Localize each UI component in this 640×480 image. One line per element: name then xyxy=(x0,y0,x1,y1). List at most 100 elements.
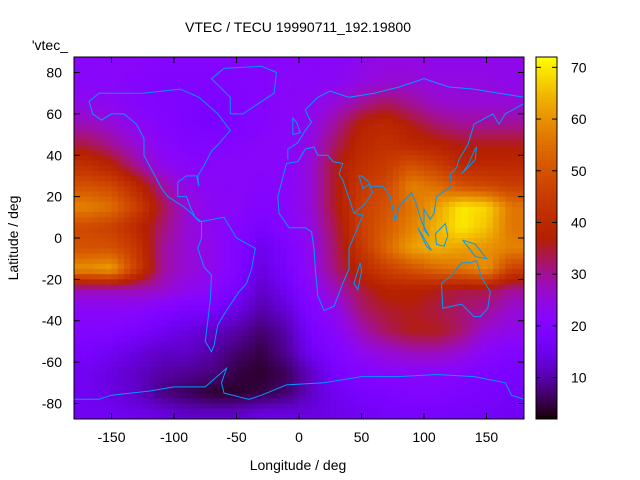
heatmap-cell xyxy=(199,279,206,286)
heatmap-cell xyxy=(405,139,413,146)
heatmap-cell xyxy=(461,82,469,89)
heatmap-cell xyxy=(480,331,488,337)
heatmap-cell xyxy=(292,367,300,374)
heatmap-cell xyxy=(255,134,263,141)
heatmap-cell xyxy=(486,263,494,270)
heatmap-cell xyxy=(161,367,169,374)
heatmap-cell xyxy=(186,331,194,337)
heatmap-cell xyxy=(367,113,375,120)
heatmap-cell xyxy=(405,305,413,311)
heatmap-cell xyxy=(424,93,431,99)
heatmap-cell xyxy=(486,393,494,399)
heatmap-cell xyxy=(392,382,400,389)
heatmap-cell xyxy=(467,387,475,394)
heatmap-cell xyxy=(380,82,388,89)
heatmap-cell xyxy=(286,217,294,224)
heatmap-cell xyxy=(392,279,400,286)
heatmap-cell xyxy=(242,356,250,363)
heatmap-cell xyxy=(149,175,156,182)
heatmap-cell xyxy=(367,253,375,260)
heatmap-cell xyxy=(224,181,231,187)
heatmap-cell xyxy=(105,108,113,115)
heatmap-cell xyxy=(199,238,206,244)
heatmap-cell xyxy=(136,139,144,146)
heatmap-cell xyxy=(367,88,375,94)
heatmap-cell xyxy=(411,305,419,311)
heatmap-cell xyxy=(192,201,200,208)
heatmap-cell xyxy=(399,206,406,213)
heatmap-cell xyxy=(374,227,381,234)
heatmap-cell xyxy=(280,263,288,270)
heatmap-cell xyxy=(392,372,400,379)
heatmap-cell xyxy=(92,377,100,384)
heatmap-cell xyxy=(217,113,225,120)
heatmap-cell xyxy=(117,144,125,151)
heatmap-cell xyxy=(467,356,475,363)
heatmap-cell xyxy=(180,331,188,337)
heatmap-cell xyxy=(417,98,425,105)
heatmap-cell xyxy=(124,238,131,244)
heatmap-cell xyxy=(230,408,238,415)
heatmap-cell xyxy=(380,150,388,156)
heatmap-cell xyxy=(461,181,469,187)
heatmap-cell xyxy=(124,181,131,187)
heatmap-cell xyxy=(386,263,394,270)
heatmap-cell xyxy=(367,196,375,203)
heatmap-cell xyxy=(417,144,425,151)
heatmap-cell xyxy=(311,269,319,275)
heatmap-cell xyxy=(261,398,269,405)
heatmap-cell xyxy=(499,331,506,337)
heatmap-cell xyxy=(230,129,238,136)
heatmap-cell xyxy=(167,393,175,399)
heatmap-cell xyxy=(492,217,500,224)
heatmap-cell xyxy=(161,284,169,291)
heatmap-cell xyxy=(349,310,356,317)
heatmap-cell xyxy=(317,165,325,172)
heatmap-cell xyxy=(361,248,369,255)
heatmap-cell xyxy=(480,243,488,249)
heatmap-cell xyxy=(349,155,356,162)
heatmap-cell xyxy=(380,155,388,162)
heatmap-cell xyxy=(480,134,488,141)
heatmap-cells xyxy=(74,57,524,419)
heatmap-cell xyxy=(130,93,138,99)
heatmap-cell xyxy=(380,191,388,198)
heatmap-cell xyxy=(105,372,113,379)
heatmap-cell xyxy=(342,165,350,172)
heatmap-cell xyxy=(136,269,144,275)
heatmap-cell xyxy=(274,393,281,399)
heatmap-cell xyxy=(205,77,213,84)
heatmap-cell xyxy=(255,331,263,337)
heatmap-cell xyxy=(217,227,225,234)
heatmap-cell xyxy=(224,274,231,280)
heatmap-cell xyxy=(105,170,113,177)
heatmap-cell xyxy=(330,289,338,296)
heatmap-cell xyxy=(205,325,213,332)
heatmap-cell xyxy=(136,67,144,74)
heatmap-cell xyxy=(280,356,288,363)
heatmap-cell xyxy=(230,134,238,141)
heatmap-cell xyxy=(105,129,113,136)
heatmap-cell xyxy=(367,356,375,363)
heatmap-cell xyxy=(111,310,119,317)
heatmap-cell xyxy=(380,103,388,110)
heatmap-cell xyxy=(311,372,319,379)
heatmap-cell xyxy=(130,103,138,110)
heatmap-cell xyxy=(305,294,313,301)
heatmap-cell xyxy=(380,129,388,136)
heatmap-cell xyxy=(74,222,81,229)
heatmap-cell xyxy=(299,98,306,105)
heatmap-cell xyxy=(311,393,319,399)
heatmap-cell xyxy=(186,289,194,296)
heatmap-cell xyxy=(467,181,475,187)
heatmap-cell xyxy=(505,113,513,120)
heatmap-cell xyxy=(192,387,200,394)
heatmap-cell xyxy=(380,289,388,296)
heatmap-cell xyxy=(155,274,163,280)
heatmap-cell xyxy=(99,300,106,306)
heatmap-cell xyxy=(342,356,350,363)
heatmap-cell xyxy=(317,269,325,275)
heatmap-cell xyxy=(161,124,169,130)
heatmap-cell xyxy=(199,155,206,162)
heatmap-cell xyxy=(374,263,381,270)
